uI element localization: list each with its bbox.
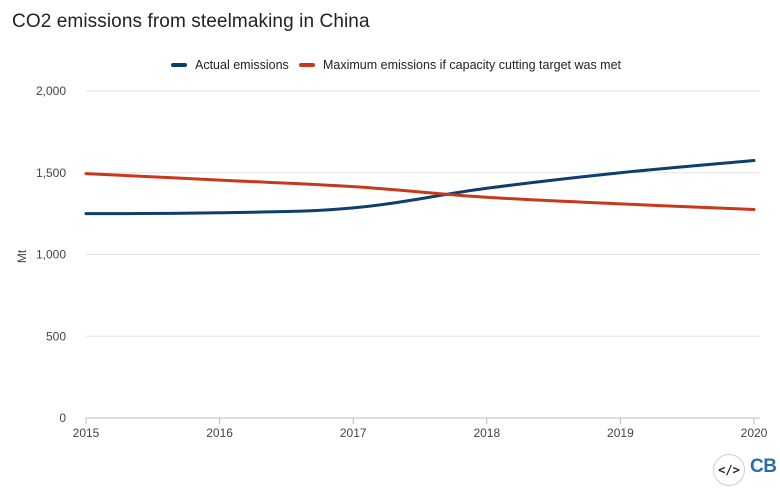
y-tick-label: 2,000 bbox=[36, 84, 66, 98]
legend-label-maximum: Maximum emissions if capacity cutting ta… bbox=[323, 58, 622, 72]
x-tick-label: 2016 bbox=[206, 426, 233, 440]
legend-item-maximum[interactable]: Maximum emissions if capacity cutting ta… bbox=[299, 58, 621, 72]
x-tick-label: 2018 bbox=[473, 426, 500, 440]
legend-item-actual[interactable]: Actual emissions bbox=[171, 58, 289, 72]
y-tick-label: 1,500 bbox=[36, 166, 66, 180]
series-line-1 bbox=[84, 172, 756, 212]
chart-title: CO2 emissions from steelmaking in China bbox=[12, 11, 370, 32]
legend-swatch-actual bbox=[171, 63, 187, 67]
y-tick-label: 500 bbox=[46, 329, 66, 343]
y-axis-ticks: 0 500 1,000 1,500 2,000 bbox=[36, 84, 66, 425]
x-tick-label: 2019 bbox=[607, 426, 634, 440]
y-axis-title: Mt bbox=[15, 249, 29, 263]
y-tick-label: 0 bbox=[59, 411, 66, 425]
x-axis: 2015 2016 2017 2018 2019 2020 bbox=[73, 417, 768, 440]
x-tick-label: 2020 bbox=[741, 426, 768, 440]
legend-label-actual: Actual emissions bbox=[195, 58, 289, 72]
chart-legend: Actual emissions Maximum emissions if ca… bbox=[0, 58, 780, 78]
series-lines bbox=[84, 158, 756, 216]
legend-swatch-maximum bbox=[299, 63, 315, 67]
x-tick-label: 2017 bbox=[340, 426, 367, 440]
grid-lines bbox=[86, 90, 760, 337]
embed-code-icon[interactable]: </> bbox=[713, 454, 745, 486]
carbon-brief-logo: CB bbox=[750, 456, 777, 477]
y-tick-label: 1,000 bbox=[36, 248, 66, 262]
x-tick-label: 2015 bbox=[73, 426, 100, 440]
series-line-0 bbox=[84, 158, 756, 216]
